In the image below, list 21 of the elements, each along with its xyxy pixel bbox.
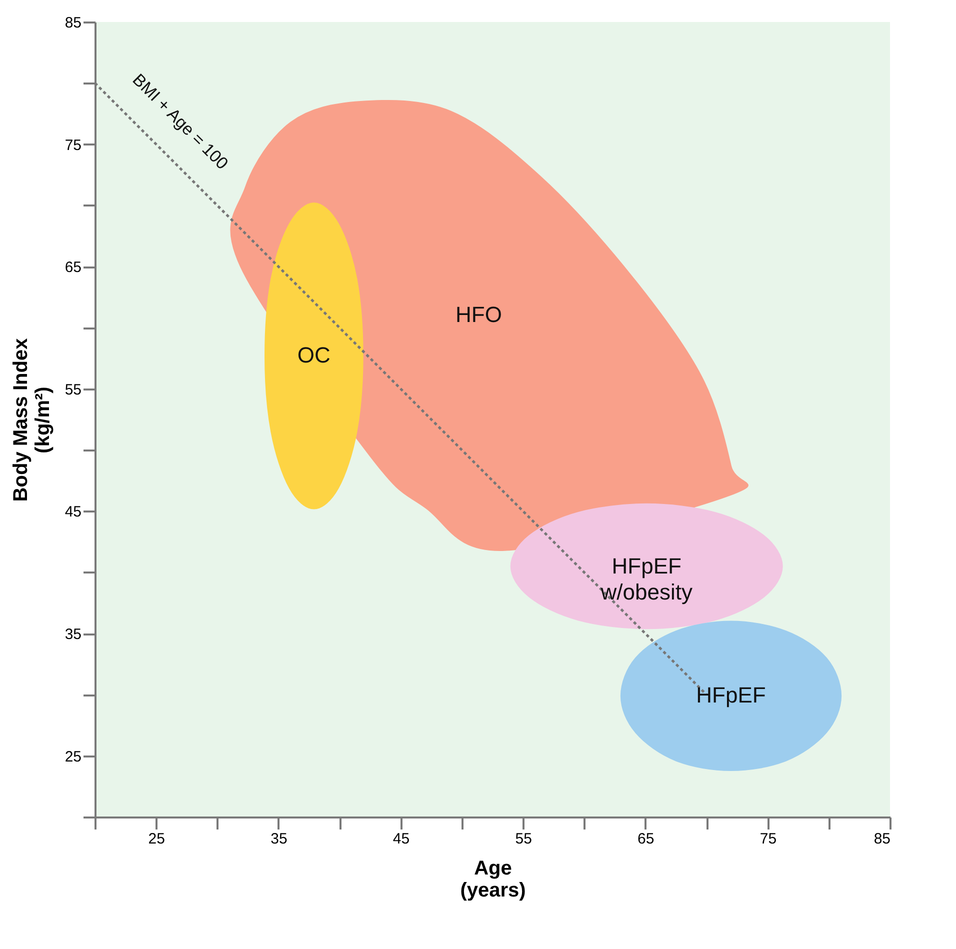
y-tick-label: 45 bbox=[64, 504, 82, 521]
y-tick-label: 55 bbox=[64, 381, 82, 398]
annotation: BMI + Age = 100 bbox=[128, 70, 232, 174]
y-axis-title: Body Mass Index (kg/m²) bbox=[10, 338, 54, 502]
x-axis-title: Age (years) bbox=[460, 858, 526, 902]
x-tick-label: 85 bbox=[874, 830, 890, 848]
x-tick-label: 45 bbox=[392, 830, 410, 848]
series-label: HFpEF w/obesity bbox=[600, 553, 692, 604]
y-tick-label: 65 bbox=[64, 259, 82, 276]
series-label: HFO bbox=[456, 302, 502, 327]
y-tick-label: 75 bbox=[64, 136, 82, 154]
series-label: HFpEF bbox=[696, 682, 766, 708]
y-tick-label: 85 bbox=[64, 14, 82, 32]
y-tick-label: 35 bbox=[64, 626, 82, 644]
x-tick-label: 65 bbox=[638, 830, 654, 848]
x-tick-label: 35 bbox=[270, 830, 288, 848]
series-label: OC bbox=[297, 342, 331, 368]
x-tick-label: 55 bbox=[515, 830, 532, 848]
x-tick-label: 75 bbox=[760, 830, 777, 848]
y-tick-label: 25 bbox=[64, 748, 82, 766]
x-tick-label: 25 bbox=[148, 830, 165, 848]
